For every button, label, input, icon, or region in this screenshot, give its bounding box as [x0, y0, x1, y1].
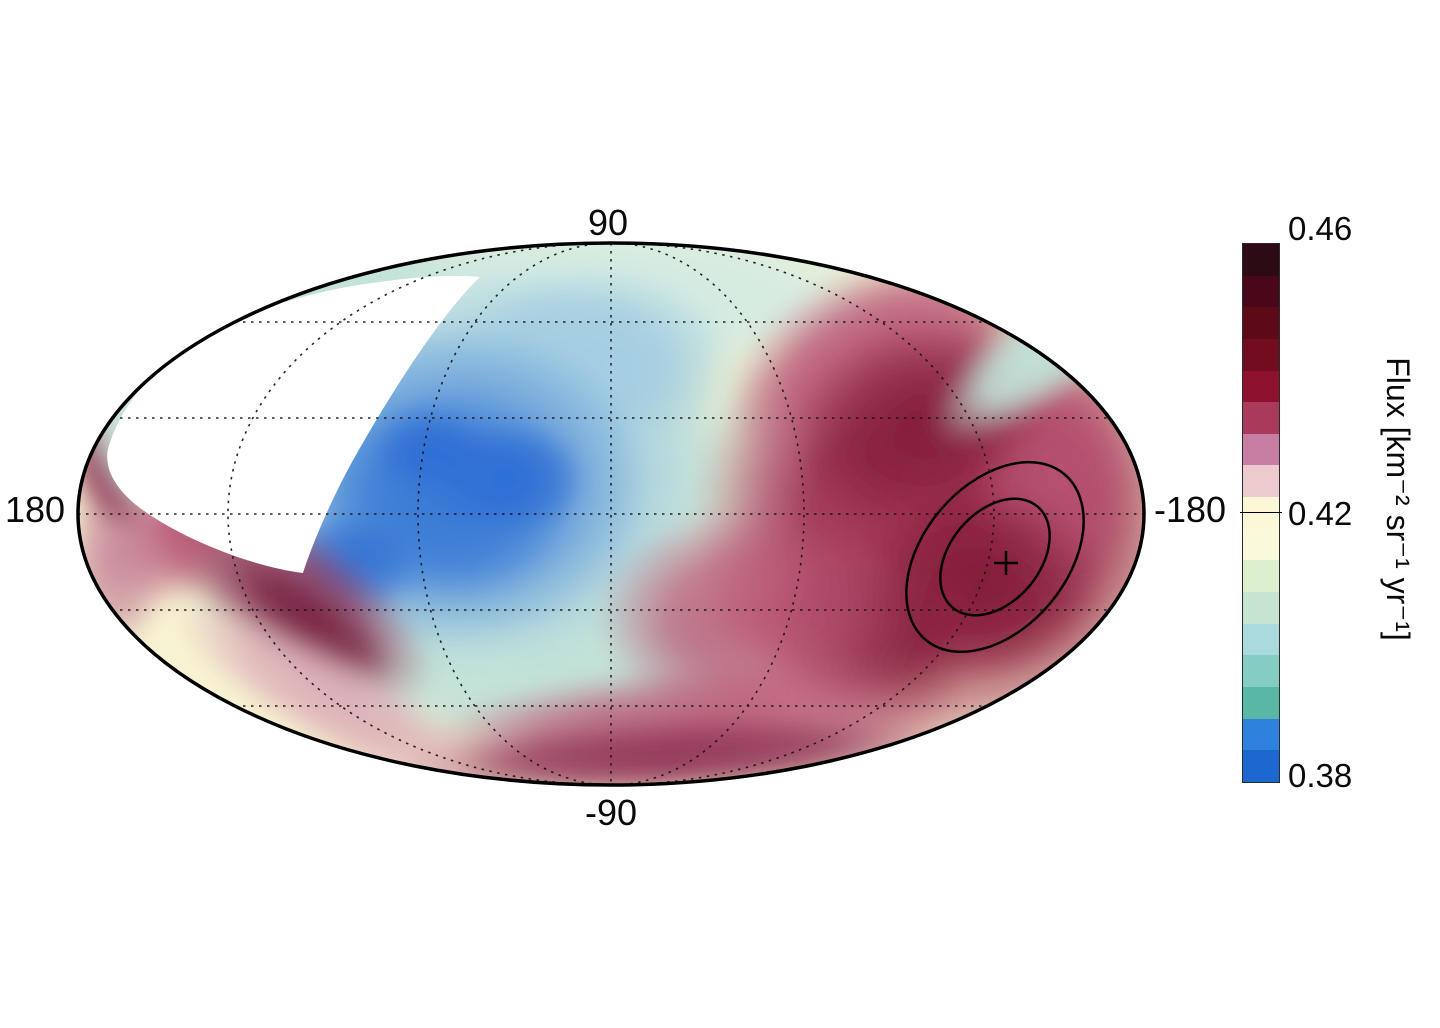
colorbar-band	[1243, 244, 1279, 276]
lon-label-right: -180	[1153, 489, 1227, 530]
colorbar-band	[1243, 560, 1279, 593]
colorbar-band	[1243, 655, 1279, 687]
masked-region	[107, 275, 480, 573]
colorbar-tick-min: 0.38	[1288, 757, 1353, 794]
colorbar-band	[1243, 592, 1279, 624]
colorbar-band	[1243, 686, 1279, 719]
colorbar-band	[1243, 402, 1279, 434]
hotspot-contour-outer	[905, 460, 1085, 654]
colorbar-band	[1243, 528, 1279, 561]
colorbar-band	[1243, 275, 1279, 308]
colorbar-band	[1243, 433, 1279, 466]
colorbar-band	[1243, 623, 1279, 656]
colorbar-band	[1243, 465, 1279, 498]
map-boundary	[76, 241, 1146, 787]
hotspot-contour-inner	[939, 497, 1051, 617]
colorbar-band	[1243, 718, 1279, 751]
colorbar-band	[1243, 370, 1279, 403]
colorbar-band	[1243, 338, 1279, 371]
colorbar-bands	[1242, 243, 1280, 783]
graticule	[78, 242, 1144, 786]
colorbar-band	[1243, 307, 1279, 339]
colorbar-tick-max: 0.46	[1288, 210, 1353, 247]
lat-label-bottom: -90	[584, 792, 638, 833]
lon-label-left: 180	[4, 489, 66, 530]
lat-label-top: 90	[587, 202, 629, 243]
colorbar-tick-mid: 0.42	[1288, 495, 1353, 532]
colorbar-axis-label: Flux [km⁻² sr⁻¹ yr⁻¹]	[1380, 357, 1416, 641]
colorbar-band	[1243, 750, 1279, 782]
hotspot-marker	[994, 551, 1018, 575]
colorbar-midline	[1240, 512, 1282, 513]
